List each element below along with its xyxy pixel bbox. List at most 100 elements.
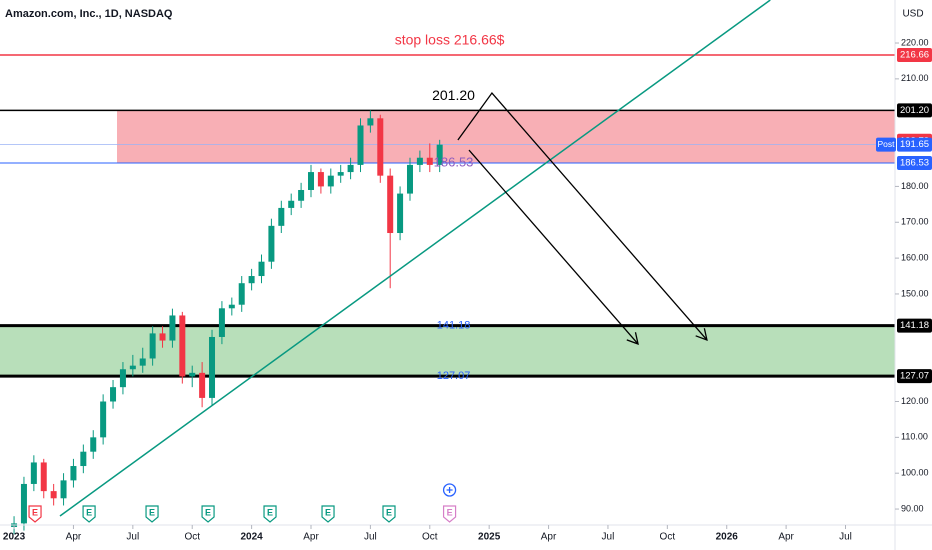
price-label-box [897, 103, 932, 118]
y-tick-label: 100.00 [901, 468, 929, 478]
price-label: 216.66 [900, 50, 929, 61]
candle-body [258, 261, 265, 277]
candle-body [199, 372, 206, 398]
x-tick-label: Oct [184, 532, 200, 543]
price-label-box [897, 318, 932, 333]
candle-body [278, 207, 285, 226]
candle-body [80, 451, 87, 467]
candle-body [169, 315, 176, 341]
x-tick-label: Jul [364, 532, 377, 543]
candle-body [416, 157, 423, 165]
event-label: E [86, 507, 92, 517]
event-label: E [325, 507, 331, 517]
event-icon [321, 505, 335, 523]
x-tick-label: Jul [602, 532, 615, 543]
price-label-box [897, 369, 932, 384]
candle-body [139, 358, 146, 366]
y-tick-label: 150.00 [901, 288, 929, 298]
x-tick-label: 2023 [3, 532, 26, 543]
candle-body [327, 175, 334, 187]
y-tick-label: 160.00 [901, 252, 929, 262]
annotation: 201.20 [432, 87, 475, 103]
candle-body [377, 118, 384, 176]
price-label: 201.20 [900, 105, 929, 116]
candle-body [397, 193, 404, 234]
annotation: 141.18 [437, 319, 471, 331]
event-label: E [32, 507, 38, 517]
event-icon [263, 505, 277, 523]
event-label: E [447, 507, 453, 517]
candle-body [347, 164, 354, 173]
x-tick-label: Oct [422, 532, 438, 543]
y-tick-label: 120.00 [901, 396, 929, 406]
candle-body [50, 491, 57, 499]
plot-area: stop loss 216.66$ 201.20 186.53 141.18 127.0… [0, 0, 896, 535]
candle-body [288, 200, 295, 208]
y-tick-label: 170.00 [901, 217, 929, 227]
candle-body [149, 333, 156, 359]
candle-body [337, 172, 344, 176]
x-tick-label: Apr [303, 532, 319, 543]
candle-body [119, 369, 126, 388]
annotation: 186.53 [434, 154, 474, 169]
x-tick-label: Jul [126, 532, 139, 543]
x-tick-label: Apr [541, 532, 557, 543]
annotation: stop loss 216.66$ [395, 32, 505, 48]
x-tick-label: Jul [839, 532, 852, 543]
price-label: 141.18 [900, 320, 929, 331]
y-tick-label: 110.00 [901, 432, 928, 442]
candle-body [268, 225, 275, 262]
candle-body [90, 437, 97, 452]
price-label: 186.53 [900, 158, 929, 169]
candle-body [238, 283, 245, 305]
currency: USD [902, 9, 923, 20]
candle-body [426, 157, 433, 165]
candle-body [209, 336, 216, 398]
x-tick-label: Oct [660, 532, 676, 543]
zone [116, 110, 896, 164]
x-tick-label: Apr [66, 532, 82, 543]
event-icon [442, 505, 457, 523]
arrow-head [626, 332, 639, 346]
event-icon [201, 505, 215, 523]
candle-body [298, 189, 305, 201]
candle-body [179, 315, 186, 377]
candle-body [100, 401, 107, 438]
arrow [468, 149, 639, 345]
candle-body [189, 372, 196, 377]
y-tick-label: 180.00 [901, 181, 929, 191]
event-icon [145, 505, 159, 523]
candle-body [40, 462, 47, 492]
candle-body [387, 175, 394, 234]
y-tick-label: 220.00 [901, 37, 929, 47]
candle-body [308, 172, 315, 190]
event-icon [28, 505, 42, 523]
candle-body [436, 144, 443, 165]
candle-body [110, 387, 117, 402]
event-label: E [149, 507, 155, 517]
candle-body [406, 164, 413, 194]
candle-body [317, 172, 324, 187]
arrow-head [695, 328, 708, 342]
candle-body [218, 308, 225, 337]
x-tick-label: 2025 [478, 532, 501, 543]
candle-body [228, 304, 235, 309]
candle-body [30, 462, 37, 484]
candle-body [367, 118, 374, 126]
candle-body [357, 125, 364, 165]
x-tick-label: 2026 [716, 532, 739, 543]
candle-body [70, 466, 77, 481]
candle-body [129, 365, 136, 370]
price-label-box [897, 47, 932, 62]
price-tag-box [876, 137, 896, 152]
zone [0, 325, 895, 377]
event-label: E [267, 507, 273, 517]
price-tag: Post [877, 139, 895, 149]
arrow [457, 91, 708, 341]
candle-body [60, 480, 67, 499]
price-label: 191.65 [900, 139, 929, 150]
price-label-box [897, 156, 932, 171]
plus-icon-cross [446, 487, 453, 493]
